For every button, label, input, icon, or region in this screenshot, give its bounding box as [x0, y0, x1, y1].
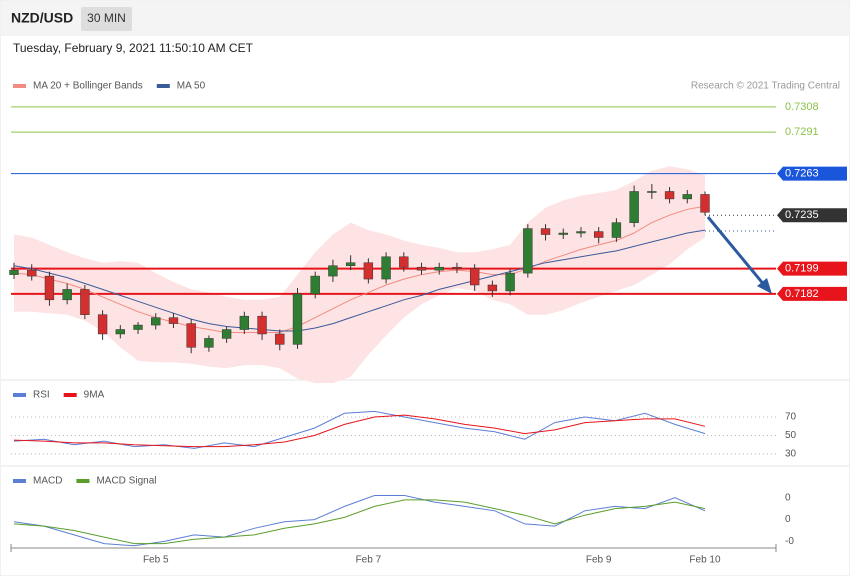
legend-label: RSI — [33, 390, 50, 401]
y-tick-label: 50 — [785, 430, 797, 441]
y-tick-label: 70 — [785, 412, 797, 423]
candle-body — [363, 262, 374, 280]
candle-body — [416, 266, 427, 271]
candle-body — [292, 293, 303, 345]
candle-body — [9, 269, 19, 275]
y-tick-label: 0 — [785, 514, 791, 525]
header-bar — [1, 1, 849, 36]
level-tag — [777, 261, 847, 276]
moving-average — [13, 229, 706, 332]
legend-label: MACD Signal — [96, 476, 156, 487]
level-label: 0.7308 — [785, 101, 819, 113]
x-tick-label: Feb 10 — [689, 555, 721, 566]
credit: Research © 2021 Trading Central — [691, 81, 840, 92]
candle-body — [186, 323, 196, 348]
candle-body — [257, 315, 267, 335]
candle-body — [62, 289, 72, 301]
candle-body — [27, 269, 37, 277]
candle-body — [505, 272, 515, 292]
legend-label: MA 20 + Bollinger Bands — [33, 81, 143, 92]
candle-body — [540, 228, 551, 235]
forecast-arrow — [706, 216, 767, 287]
candle-body — [381, 256, 391, 280]
candle-body — [275, 333, 285, 345]
candle-body — [664, 191, 675, 200]
candle-body — [328, 265, 338, 277]
y-tick-label: -0 — [785, 536, 794, 547]
candle-body — [452, 266, 462, 269]
candle-body — [44, 275, 55, 301]
candle-body — [611, 222, 622, 238]
legend-swatch — [76, 479, 90, 483]
candle-body — [558, 232, 568, 235]
candle-body — [700, 194, 710, 213]
indicator-line — [13, 495, 706, 547]
candle-body — [469, 268, 480, 286]
legend-label: 9MA — [84, 390, 105, 401]
candle-body — [310, 275, 320, 295]
indicator-line — [13, 414, 706, 448]
level-label: 0.7291 — [785, 126, 819, 138]
candle-body — [239, 315, 250, 330]
y-tick-label: 30 — [785, 449, 797, 460]
x-tick-label: Feb 5 — [143, 555, 169, 566]
candle-body — [647, 191, 657, 193]
candle-body — [204, 338, 214, 348]
candle-body — [399, 256, 409, 268]
candle-body — [80, 289, 90, 315]
candle-body — [115, 329, 125, 335]
level-tag — [777, 166, 847, 181]
legend-swatch — [13, 479, 26, 483]
timestamp: Tuesday, February 9, 2021 11:50:10 AM CE… — [13, 41, 254, 55]
level-label: 0.7199 — [785, 263, 819, 275]
candle-body — [629, 191, 639, 223]
candle-body — [487, 284, 498, 292]
level-tag — [777, 286, 847, 301]
legend-swatch — [13, 84, 26, 88]
legend-label: MA 50 — [177, 81, 206, 92]
candle-body — [133, 324, 143, 330]
timeframe[interactable]: 30 MIN — [87, 11, 126, 25]
legend-label: MACD — [33, 476, 62, 487]
candle-body — [151, 317, 161, 326]
legend-swatch — [156, 84, 170, 88]
plot: 0.7308 0.7291 0.7263 0.7235 0.7199 0.7182 Feb … — [9, 81, 847, 566]
candle-body — [594, 231, 604, 238]
legend-swatch — [63, 393, 77, 397]
candle-body — [97, 314, 108, 335]
candle-body — [221, 329, 232, 339]
candle-body — [168, 317, 179, 324]
y-tick-label: 0 — [785, 492, 791, 503]
level-tag — [777, 208, 847, 223]
level-label: 0.7263 — [785, 168, 819, 180]
level-label: 0.7182 — [785, 288, 819, 300]
timeframe-button[interactable] — [81, 7, 132, 31]
candle-body — [434, 266, 444, 271]
indicator-line — [13, 499, 706, 545]
candle-body — [576, 231, 586, 234]
candle-body — [523, 228, 533, 274]
x-tick-label: Feb 9 — [586, 555, 612, 566]
level-label: 0.7235 — [785, 209, 819, 221]
legend-swatch — [13, 393, 26, 397]
candle-body — [682, 194, 692, 200]
symbol: NZD/USD — [11, 10, 73, 26]
moving-average — [13, 205, 706, 333]
indicator-line — [13, 410, 706, 449]
candle-body — [345, 262, 356, 266]
forecast-arrowhead — [757, 278, 772, 294]
x-tick-label: Feb 7 — [356, 555, 382, 566]
